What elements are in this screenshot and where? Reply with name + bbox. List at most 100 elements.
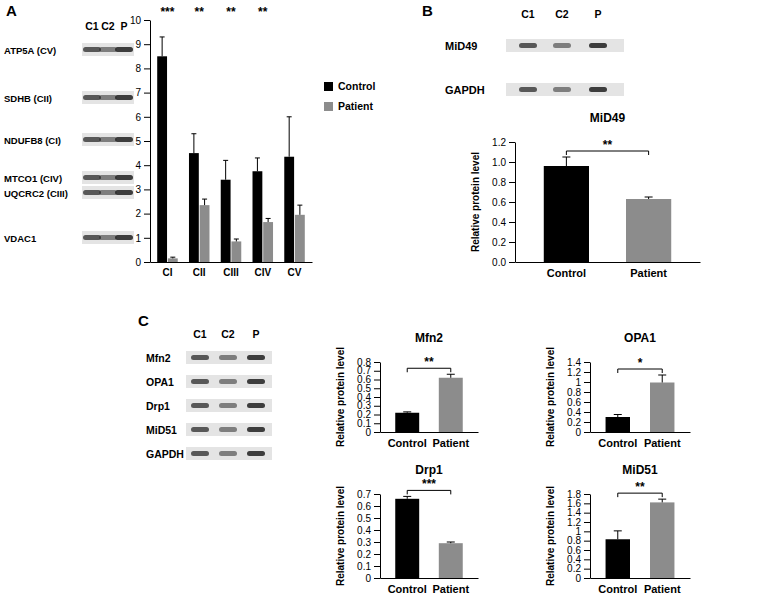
x-tick-label: Control bbox=[598, 583, 637, 595]
y-tick: 0.4 bbox=[567, 407, 590, 418]
y-tick-mark bbox=[584, 541, 590, 542]
bar bbox=[439, 378, 463, 432]
y-tick-mark bbox=[144, 117, 150, 118]
blot-band bbox=[247, 379, 265, 384]
bar bbox=[295, 215, 305, 262]
blot-band bbox=[219, 379, 237, 384]
y-axis: 00.10.20.30.40.50.60.70.8 bbox=[357, 357, 380, 438]
y-tick: 0.0 bbox=[492, 257, 515, 268]
y-tick-mark bbox=[584, 382, 590, 383]
blot-band bbox=[219, 355, 237, 360]
significance-label: ** bbox=[635, 480, 645, 494]
lane-label: C1 bbox=[193, 328, 207, 340]
y-tick-mark bbox=[374, 423, 380, 424]
bar bbox=[395, 413, 419, 432]
x-tick: CII bbox=[193, 267, 206, 278]
significance-label: ** bbox=[603, 138, 613, 152]
x-tick-label: Control bbox=[388, 437, 427, 449]
chart: 00.10.20.30.40.50.60.7ControlPatient***D… bbox=[335, 463, 479, 595]
error-bar bbox=[170, 257, 175, 258]
y-tick-mark bbox=[374, 530, 380, 531]
blot-background bbox=[186, 447, 272, 460]
bar bbox=[626, 199, 671, 262]
y-tick: 5 bbox=[135, 136, 150, 147]
y-tick-label: 0.2 bbox=[492, 237, 506, 248]
x-tick: Patient bbox=[432, 437, 469, 449]
y-tick-mark bbox=[144, 189, 150, 190]
y-tick-mark bbox=[374, 506, 380, 507]
y-tick: 0 bbox=[365, 573, 380, 584]
chart-title: MiD49 bbox=[590, 111, 626, 125]
x-tick: Patient bbox=[644, 437, 681, 449]
y-tick-label: 1 bbox=[135, 233, 141, 244]
blot-band bbox=[247, 427, 265, 432]
x-tick: CV bbox=[288, 267, 302, 278]
y-tick-mark bbox=[374, 566, 380, 567]
y-tick-mark bbox=[144, 214, 150, 215]
blot-band bbox=[115, 175, 133, 180]
x-tick-label: Patient bbox=[630, 267, 667, 279]
blot-band bbox=[115, 47, 133, 52]
x-axis-line bbox=[381, 578, 479, 579]
y-tick-mark bbox=[374, 362, 380, 363]
blot-band bbox=[99, 47, 117, 52]
y-tick: 0.6 bbox=[357, 501, 380, 512]
y-tick-mark bbox=[584, 522, 590, 523]
y-tick-mark bbox=[584, 392, 590, 393]
plot-marks bbox=[395, 374, 463, 432]
blot-band bbox=[99, 190, 117, 195]
figure: AC1C2PATP5A (CV)SDHB (CII)NDUFB8 (CI)MTC… bbox=[0, 0, 778, 614]
lane-label: P bbox=[594, 8, 601, 20]
y-tick-mark bbox=[584, 402, 590, 403]
blot-row-label: MTCO1 (CIV) bbox=[4, 173, 62, 184]
y-tick: 4 bbox=[135, 160, 150, 171]
y-tick: 8 bbox=[135, 63, 150, 74]
y-tick-label: 0 bbox=[575, 427, 581, 438]
y-tick: 0.8 bbox=[357, 357, 380, 368]
bar bbox=[200, 205, 210, 262]
y-tick-label: 0.2 bbox=[357, 549, 371, 560]
bar bbox=[284, 157, 294, 262]
panel-letter: A bbox=[6, 2, 17, 19]
y-tick: 0.6 bbox=[567, 397, 590, 408]
y-tick-mark bbox=[509, 242, 515, 243]
y-tick-mark bbox=[374, 494, 380, 495]
y-tick-mark bbox=[584, 578, 590, 579]
blot-band bbox=[115, 95, 133, 100]
bar bbox=[263, 222, 273, 262]
blot-band bbox=[99, 137, 117, 142]
y-tick-label: 0.4 bbox=[492, 217, 506, 228]
y-tick-mark bbox=[509, 202, 515, 203]
error-bar bbox=[234, 239, 239, 241]
y-tick-mark bbox=[584, 372, 590, 373]
error-bar bbox=[403, 496, 411, 498]
y-tick: 0 bbox=[135, 257, 150, 268]
x-axis: CICIICIIICIVCV bbox=[151, 263, 313, 279]
x-tick-label: Patient bbox=[432, 437, 469, 449]
x-tick: Control bbox=[598, 583, 637, 595]
y-tick: 10 bbox=[130, 15, 150, 26]
chart: 00.20.40.60.811.21.41.61.8ControlPatient… bbox=[545, 463, 691, 595]
blot-band bbox=[589, 87, 607, 92]
x-tick: CIII bbox=[223, 267, 239, 278]
y-tick: 3 bbox=[135, 184, 150, 195]
y-tick-label: 0.1 bbox=[357, 561, 371, 572]
x-tick: Control bbox=[388, 583, 427, 595]
plot-marks bbox=[157, 37, 305, 262]
y-tick-label: 0 bbox=[135, 257, 141, 268]
blot-row-label: Mfn2 bbox=[146, 352, 171, 364]
x-axis-line bbox=[591, 432, 691, 433]
blot-background bbox=[82, 171, 134, 184]
significance-label: ** bbox=[258, 5, 268, 19]
y-axis-line bbox=[380, 495, 381, 579]
blot-band bbox=[99, 95, 117, 100]
x-tick-label: Patient bbox=[644, 583, 681, 595]
y-tick-mark bbox=[584, 494, 590, 495]
y-tick-label: 10 bbox=[130, 15, 142, 26]
y-tick: 0.1 bbox=[357, 561, 380, 572]
y-axis: 00.10.20.30.40.50.60.7 bbox=[357, 489, 380, 584]
bar bbox=[650, 502, 674, 578]
y-tick-mark bbox=[584, 432, 590, 433]
blot-background bbox=[506, 83, 624, 96]
y-tick-mark bbox=[144, 141, 150, 142]
